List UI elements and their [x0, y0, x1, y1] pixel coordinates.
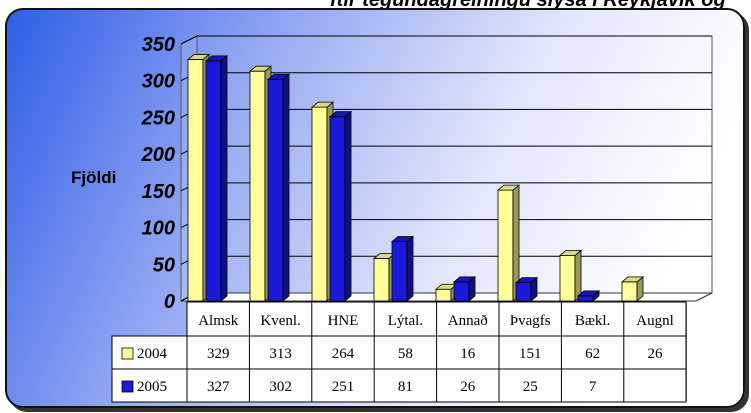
bar-side: [574, 249, 582, 302]
table-value: 81: [398, 379, 413, 395]
y-tick-label: 50: [153, 254, 175, 276]
bar: [497, 189, 514, 302]
bar: [329, 116, 346, 302]
y-tick-label: 100: [142, 218, 175, 240]
table-category-label: Augnl: [636, 313, 674, 329]
bar: [187, 59, 204, 302]
table-category-label: Kvenl.: [260, 313, 300, 329]
bar-top: [266, 73, 291, 80]
bar-side: [220, 55, 228, 302]
bar-top: [452, 276, 477, 283]
bar: [559, 255, 576, 302]
bar-side: [344, 110, 352, 302]
bar-side: [406, 235, 414, 302]
y-axis-label: Fjöldi: [71, 168, 116, 187]
table-category-label: Þvagfs: [510, 313, 551, 329]
table-category-label: Bækl.: [575, 313, 610, 329]
y-tick-label: 300: [142, 71, 175, 93]
bar: [515, 282, 532, 302]
bar: [267, 78, 284, 302]
bar-top: [514, 277, 539, 284]
bar-top: [204, 55, 229, 62]
legend-swatch: [121, 380, 134, 393]
bar-top: [620, 276, 645, 283]
table-value: 62: [585, 346, 600, 362]
bar: [621, 281, 638, 302]
bar-top: [310, 101, 335, 108]
table-value: 251: [332, 379, 355, 395]
table-category-label: HNE: [328, 313, 359, 329]
y-tick-label: 0: [164, 291, 175, 313]
table-value: 16: [460, 346, 476, 362]
y-tick-label: 200: [141, 144, 175, 166]
table-value: 151: [519, 346, 542, 362]
table-value: 26: [648, 346, 664, 362]
bar: [205, 60, 222, 302]
legend-label: 2004: [137, 346, 168, 362]
chart-title: ftir tegundagreiningu slysa í Reykjavík …: [330, 0, 726, 11]
bar-side: [282, 73, 290, 302]
table-value: 329: [207, 346, 230, 362]
table-value: 313: [269, 346, 292, 362]
y-tick-label: 250: [141, 107, 175, 129]
bar: [249, 70, 266, 302]
legend-label: 2005: [137, 379, 167, 395]
bar-top: [248, 65, 273, 72]
table-value: 264: [332, 346, 355, 362]
y-tick-label: 350: [142, 34, 175, 56]
table-category-label: Almsk: [198, 313, 239, 329]
table-value: 58: [398, 346, 413, 362]
table-value: 7: [589, 379, 597, 395]
bar-top: [576, 290, 601, 297]
bar-top: [496, 184, 521, 191]
bar: [435, 288, 452, 302]
bar: [453, 281, 470, 302]
bar: [373, 258, 390, 302]
bar-top: [328, 111, 353, 118]
bar: [311, 106, 328, 302]
table-category-label: Annað: [448, 313, 488, 329]
bar: [577, 295, 594, 302]
bar-top: [186, 54, 211, 60]
table-value: 302: [269, 379, 292, 395]
bar: [391, 241, 408, 302]
bar-top: [558, 250, 583, 256]
bar-top: [390, 236, 415, 242]
gridline-side: [180, 35, 198, 45]
table-value: 25: [523, 379, 538, 395]
y-tick-label: 150: [142, 181, 175, 203]
table-category-label: Lýtal.: [388, 313, 423, 329]
table-value: 327: [207, 379, 230, 395]
legend-swatch: [121, 347, 134, 360]
table-value: 26: [460, 379, 476, 395]
